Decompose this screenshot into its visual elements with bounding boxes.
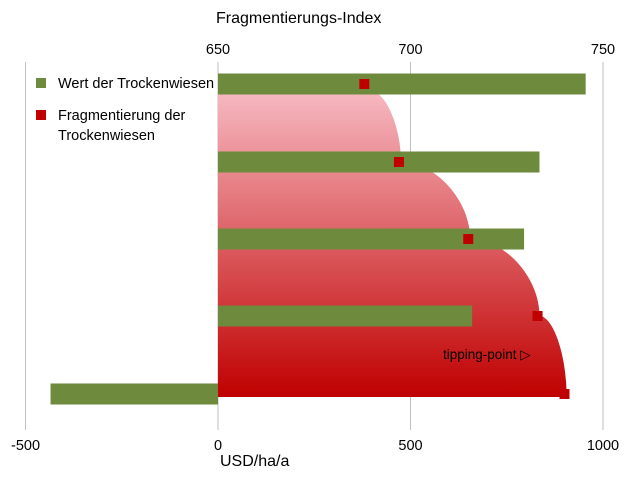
tipping-point-annotation: tipping-point ▷ [443, 347, 531, 362]
tick-labels: 650 700 750 -500 0 500 1000 [11, 42, 619, 454]
marker-3 [532, 311, 543, 321]
bottom-tick-label-0: -500 [11, 438, 40, 454]
bar-0 [218, 73, 586, 95]
marker-4 [559, 389, 570, 399]
bar-3 [218, 305, 473, 327]
bar-1 [218, 151, 540, 173]
bar-4 [50, 383, 219, 405]
marker-2 [463, 234, 474, 244]
legend-swatch-green [36, 78, 46, 88]
top-tick-label-2: 750 [591, 42, 615, 58]
legend-label-value: Wert der Trockenwiesen [58, 76, 215, 92]
bottom-tick-label-1: 0 [214, 438, 222, 454]
bottom-tick-label-2: 500 [398, 438, 422, 454]
legend: Wert der Trockenwiesen Fragmentierung de… [32, 74, 222, 158]
legend-item-fragmentation: Fragmentierung der Trockenwiesen [32, 106, 222, 146]
top-axis-title: Fragmentierungs-Index [216, 10, 382, 27]
marker-0 [359, 79, 370, 89]
marker-series [359, 79, 570, 399]
legend-label-fragmentation: Fragmentierung der Trockenwiesen [58, 108, 186, 144]
bottom-tick-label-3: 1000 [587, 438, 619, 454]
legend-swatch-red [36, 110, 46, 120]
bar-series [50, 73, 586, 405]
top-tick-label-1: 700 [398, 42, 422, 58]
top-tick-label-0: 650 [206, 42, 230, 58]
bar-2 [218, 228, 525, 250]
bottom-axis-title: USD/ha/a [220, 453, 290, 470]
legend-item-value: Wert der Trockenwiesen [32, 74, 222, 94]
marker-1 [393, 157, 404, 167]
